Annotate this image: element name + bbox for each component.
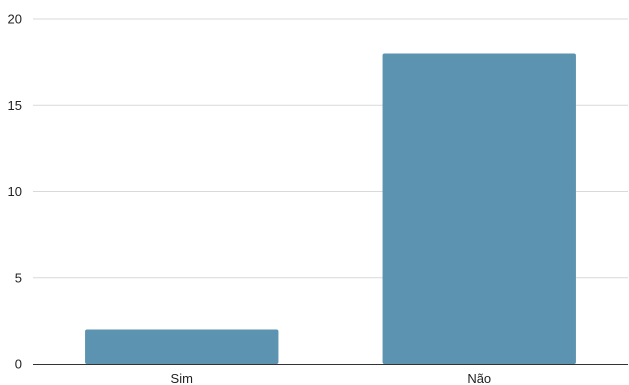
- bar-0: [85, 329, 279, 364]
- y-tick-label: 20: [8, 12, 22, 27]
- y-axis-tick-labels: 0 5 10 15 20: [8, 12, 22, 372]
- y-tick-label: 0: [15, 357, 22, 372]
- bar-1: [382, 53, 576, 364]
- y-tick-label: 10: [8, 184, 22, 199]
- y-tick-label: 5: [15, 270, 22, 285]
- x-tick-label: Sim: [171, 371, 193, 385]
- x-axis-tick-labels: Sim Não: [171, 371, 492, 385]
- bars-layer: [85, 53, 576, 364]
- x-tick-label: Não: [467, 371, 491, 385]
- y-tick-label: 15: [8, 98, 22, 113]
